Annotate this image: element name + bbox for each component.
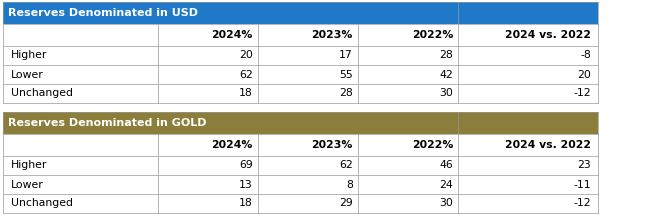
Text: 46: 46 <box>439 161 453 171</box>
Text: 28: 28 <box>339 88 353 99</box>
Text: 23: 23 <box>577 161 591 171</box>
Text: 24: 24 <box>439 180 453 189</box>
Text: Reserves Denominated in GOLD: Reserves Denominated in GOLD <box>8 118 207 128</box>
Text: 2022%: 2022% <box>411 30 453 40</box>
Text: 13: 13 <box>239 180 253 189</box>
Text: 18: 18 <box>239 198 253 208</box>
Text: 55: 55 <box>339 69 353 79</box>
Text: 28: 28 <box>439 51 453 60</box>
Text: -12: -12 <box>573 88 591 99</box>
Text: Unchanged: Unchanged <box>11 198 72 208</box>
Text: Lower: Lower <box>11 69 43 79</box>
Text: 29: 29 <box>339 198 353 208</box>
Text: 30: 30 <box>439 198 453 208</box>
Text: Reserves Denominated in USD: Reserves Denominated in USD <box>8 8 199 18</box>
Text: -11: -11 <box>573 180 591 189</box>
Text: 2023%: 2023% <box>312 140 353 150</box>
Text: 2024%: 2024% <box>212 30 253 40</box>
Text: Unchanged: Unchanged <box>11 88 72 99</box>
Text: -8: -8 <box>580 51 591 60</box>
Text: 2024 vs. 2022: 2024 vs. 2022 <box>505 30 591 40</box>
Text: 20: 20 <box>577 69 591 79</box>
Text: 2024%: 2024% <box>212 140 253 150</box>
Text: 30: 30 <box>439 88 453 99</box>
Text: 42: 42 <box>439 69 453 79</box>
Text: 2023%: 2023% <box>312 30 353 40</box>
Text: 18: 18 <box>239 88 253 99</box>
Text: 2024 vs. 2022: 2024 vs. 2022 <box>505 140 591 150</box>
Text: -12: -12 <box>573 198 591 208</box>
Text: 2022%: 2022% <box>411 140 453 150</box>
Text: Higher: Higher <box>11 51 47 60</box>
Text: 20: 20 <box>239 51 253 60</box>
Text: 62: 62 <box>239 69 253 79</box>
Text: Lower: Lower <box>11 180 43 189</box>
Text: 8: 8 <box>346 180 353 189</box>
Text: Higher: Higher <box>11 161 47 171</box>
Text: 17: 17 <box>339 51 353 60</box>
Text: 62: 62 <box>339 161 353 171</box>
Text: 69: 69 <box>239 161 253 171</box>
